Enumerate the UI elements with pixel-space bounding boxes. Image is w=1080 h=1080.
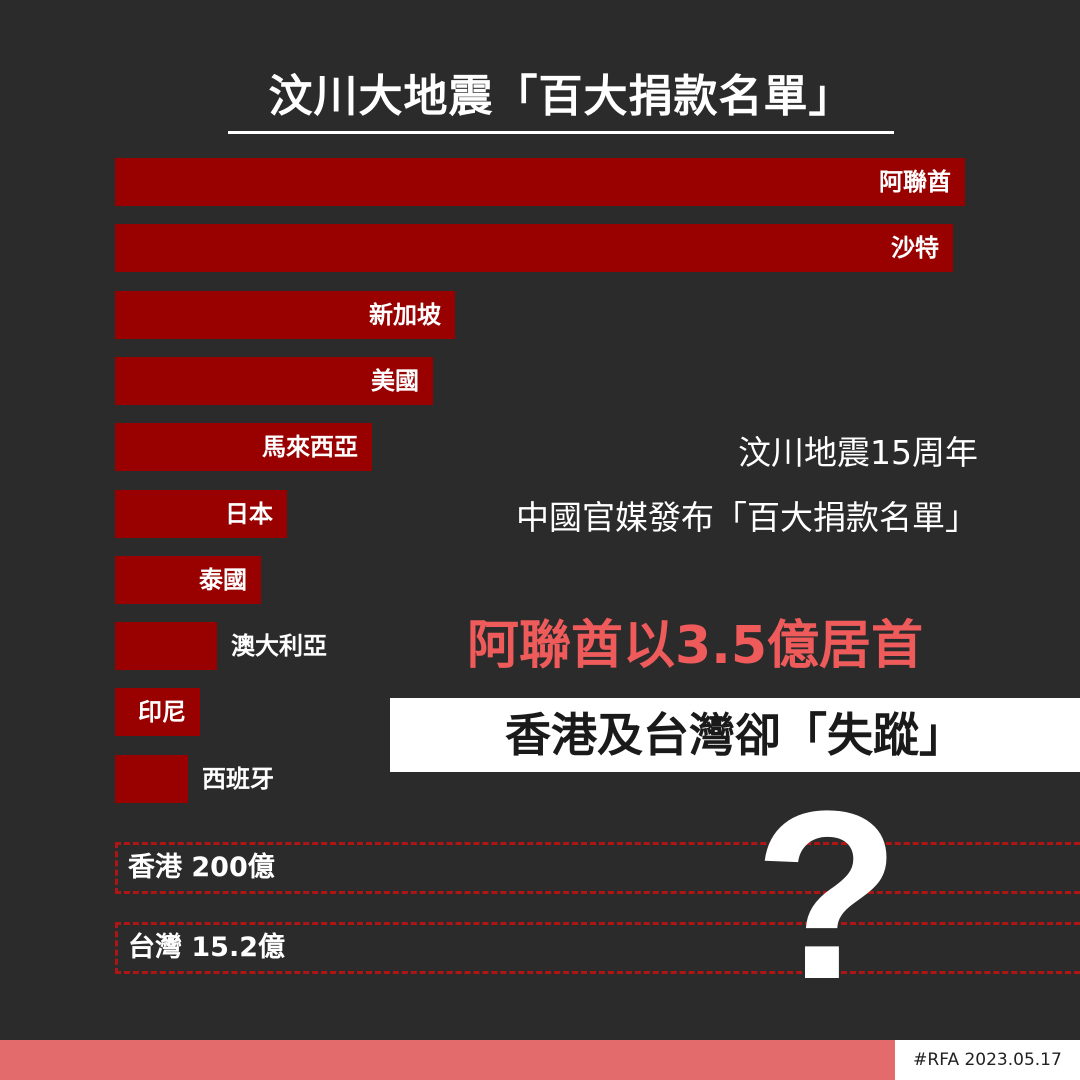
- question-mark-icon: ?: [753, 761, 901, 1029]
- bar-row: 馬來西亞: [115, 423, 372, 471]
- bar: [115, 490, 287, 538]
- bar-label: 沙特: [891, 234, 939, 262]
- bar: [115, 755, 188, 803]
- bar: [115, 224, 953, 272]
- footer-bar: [0, 1040, 895, 1080]
- bar-label: 泰國: [199, 566, 247, 594]
- missing-row-taiwan: 台灣 15.2億: [115, 922, 1080, 974]
- subtitle-line-1: 汶川地震15周年: [738, 433, 978, 472]
- callout-banner: 香港及台灣卻「失蹤」: [390, 698, 1080, 772]
- bar: [115, 688, 200, 736]
- bar-row: 澳大利亞: [115, 622, 327, 670]
- bar-row: 沙特: [115, 224, 953, 272]
- headline: 阿聯酋以3.5億居首: [466, 616, 924, 676]
- bar-row: 美國: [115, 357, 433, 405]
- bar-label: 西班牙: [202, 765, 274, 793]
- bar: [115, 622, 217, 670]
- bar-row: 印尼: [115, 688, 200, 736]
- bar: [115, 357, 433, 405]
- bar-label: 澳大利亞: [231, 632, 327, 660]
- missing-label-taiwan: 台灣 15.2億: [128, 932, 286, 963]
- bar-row: 日本: [115, 490, 287, 538]
- footer-tag: #RFA 2023.05.17: [895, 1040, 1080, 1080]
- bar-label: 印尼: [138, 698, 186, 726]
- bar: [115, 291, 455, 339]
- bar-label: 新加坡: [369, 301, 441, 329]
- bar: [115, 158, 965, 206]
- bar-label: 美國: [371, 367, 419, 395]
- bar: [115, 423, 372, 471]
- missing-row-hongkong: 香港 200億: [115, 842, 1080, 894]
- bar-row: 阿聯酋: [115, 158, 965, 206]
- bar-row: 新加坡: [115, 291, 455, 339]
- bar-label: 阿聯酋: [879, 168, 951, 196]
- bar: [115, 556, 261, 604]
- bar-label: 馬來西亞: [262, 433, 358, 461]
- missing-label-hongkong: 香港 200億: [128, 852, 275, 883]
- bar-row: 泰國: [115, 556, 261, 604]
- chart-title: 汶川大地震「百大捐款名單」: [228, 60, 894, 134]
- bar-row: 西班牙: [115, 755, 274, 803]
- bar-label: 日本: [225, 500, 273, 528]
- subtitle-line-2: 中國官媒發布「百大捐款名單」: [516, 498, 978, 537]
